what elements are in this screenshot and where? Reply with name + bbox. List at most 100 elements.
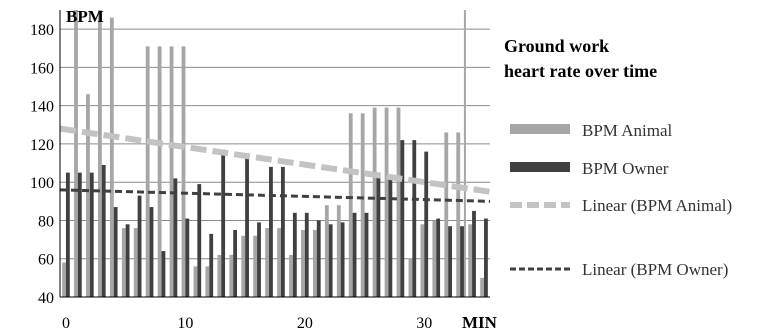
bar-bpm-owner-21 [316, 220, 321, 297]
bar-bpm-owner-33 [460, 226, 464, 297]
bar-bpm-animal-28 [396, 107, 401, 297]
bar-bpm-animal-25 [360, 113, 365, 297]
axes: 40 60 80 100 120 140 160 180 0 10 20 30 [30, 10, 490, 332]
legend-label-linear-owner: Linear (BPM Owner) [582, 260, 728, 279]
bar-bpm-owner-11 [197, 184, 202, 297]
bar-bpm-owner-24 [352, 212, 357, 297]
bar-bpm-animal-33 [456, 132, 461, 297]
legend-swatch-bpm-owner [510, 162, 570, 172]
legend-label-bpm-animal: BPM Animal [582, 121, 672, 140]
bar-bpm-animal-0 [62, 262, 66, 297]
y-tick-label: 60 [38, 252, 54, 269]
legend: BPM Animal BPM Owner Linear (BPM Animal)… [510, 121, 732, 279]
y-tick-label: 80 [38, 213, 54, 230]
bar-bpm-animal-22 [324, 205, 329, 297]
y-tick-label: 40 [38, 290, 54, 307]
bars [62, 10, 488, 298]
bar-bpm-animal-18 [277, 228, 281, 297]
bar-bpm-owner-13 [221, 149, 226, 297]
bar-bpm-animal-14 [229, 254, 234, 297]
bar-bpm-owner-23 [340, 222, 345, 297]
bar-bpm-animal-10 [181, 46, 186, 297]
trendline-linear-bpm-owner [59, 188, 491, 203]
bar-bpm-owner-26 [376, 172, 381, 297]
bar-bpm-animal-32 [444, 132, 449, 297]
bar-bpm-animal-2 [86, 94, 90, 297]
bar-bpm-owner-4 [113, 207, 118, 297]
bar-bpm-animal-15 [241, 235, 246, 297]
bar-bpm-owner-18 [280, 166, 285, 297]
x-tick-label: 0 [62, 315, 70, 332]
y-tick-label: 120 [30, 137, 54, 154]
bar-bpm-animal-1 [74, 10, 78, 297]
y-tick-label: 180 [30, 22, 54, 39]
bar-bpm-owner-31 [436, 218, 441, 297]
bar-bpm-owner-22 [328, 224, 333, 297]
bar-bpm-animal-3 [97, 10, 102, 297]
bar-bpm-owner-6 [137, 195, 142, 297]
legend-label-linear-animal: Linear (BPM Animal) [582, 196, 732, 215]
bar-bpm-owner-17 [269, 166, 273, 297]
y-tick-label: 100 [30, 175, 54, 192]
chart-title-line-2: heart rate over time [504, 61, 657, 81]
y-tick-label: 140 [30, 99, 54, 116]
bar-bpm-animal-24 [348, 113, 353, 297]
x-tick-label: 20 [297, 315, 313, 332]
bar-bpm-animal-8 [157, 46, 162, 297]
bar-bpm-owner-27 [388, 176, 393, 297]
x-axis-label: MIN [462, 313, 498, 332]
bar-bpm-animal-6 [133, 228, 138, 297]
bar-bpm-owner-7 [149, 207, 154, 297]
bar-bpm-owner-32 [448, 226, 453, 297]
gridlines [60, 28, 490, 260]
bar-bpm-owner-20 [304, 212, 309, 297]
chart-title-line-1: Ground work [504, 36, 609, 56]
bar-bpm-owner-25 [364, 212, 369, 297]
bar-bpm-animal-4 [109, 17, 114, 298]
bar-bpm-animal-16 [253, 235, 258, 297]
x-tick-label: 30 [416, 315, 432, 332]
bar-bpm-animal-19 [289, 254, 293, 297]
bar-bpm-animal-20 [301, 230, 305, 297]
bar-bpm-owner-28 [400, 140, 405, 297]
bar-bpm-animal-13 [217, 254, 222, 297]
bar-bpm-animal-9 [169, 46, 174, 297]
bar-bpm-owner-5 [125, 224, 130, 297]
bar-bpm-animal-17 [265, 228, 270, 297]
bar-bpm-animal-12 [205, 266, 210, 297]
bar-bpm-animal-30 [420, 224, 425, 297]
bar-bpm-animal-31 [432, 220, 437, 297]
y-axis-label: BPM [66, 7, 104, 26]
bar-bpm-animal-34 [468, 224, 473, 297]
bar-bpm-animal-21 [312, 230, 317, 297]
bar-bpm-owner-10 [185, 218, 190, 297]
bar-bpm-owner-16 [257, 222, 261, 297]
trendline-linear-bpm-animal [59, 125, 491, 195]
bar-bpm-owner-9 [173, 178, 178, 297]
bar-bpm-animal-7 [145, 46, 150, 297]
legend-swatch-bpm-animal [510, 124, 570, 134]
bar-bpm-owner-15 [245, 157, 249, 297]
bar-bpm-owner-1 [77, 172, 82, 297]
legend-label-bpm-owner: BPM Owner [582, 159, 669, 178]
bar-bpm-owner-12 [209, 233, 214, 297]
bar-bpm-owner-34 [472, 210, 476, 297]
bar-bpm-animal-35 [480, 277, 485, 297]
bar-bpm-animal-29 [408, 258, 413, 297]
bar-bpm-owner-19 [292, 212, 297, 297]
bar-bpm-owner-2 [89, 172, 94, 297]
bar-bpm-owner-0 [65, 172, 70, 297]
bar-bpm-owner-14 [233, 230, 238, 297]
bar-bpm-animal-11 [193, 266, 198, 297]
x-tick-label: 10 [177, 315, 193, 332]
bar-bpm-animal-23 [336, 205, 341, 297]
bar-bpm-owner-35 [484, 218, 488, 297]
trendlines [59, 125, 491, 203]
bar-bpm-animal-27 [384, 107, 389, 297]
bar-bpm-owner-30 [424, 151, 429, 297]
bar-bpm-owner-29 [412, 140, 417, 297]
bar-bpm-owner-3 [101, 164, 106, 297]
y-tick-label: 160 [30, 60, 54, 77]
bar-bpm-animal-26 [372, 107, 377, 297]
